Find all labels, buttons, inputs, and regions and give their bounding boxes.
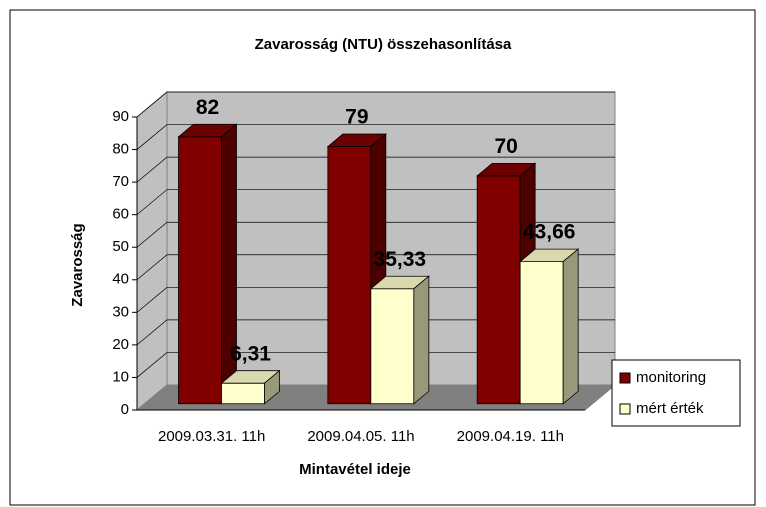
y-tick-label: 80 (112, 141, 129, 158)
value-label: 35,33 (374, 248, 427, 271)
grid-line (136, 286, 615, 313)
bar-front (327, 146, 372, 405)
y-tick-label: 60 (112, 206, 129, 223)
y-tick-label: 10 (112, 368, 129, 385)
value-label: 70 (494, 135, 517, 158)
grid-line (136, 352, 615, 378)
legend-label: monitoring (636, 369, 706, 386)
legend-box (611, 359, 741, 427)
chart-title: Zavarosság (NTU) összehasonlítása (255, 36, 512, 53)
grid-line (136, 221, 615, 248)
side-wall (136, 90, 168, 412)
y-tick-label: 70 (112, 173, 129, 190)
grid-line (136, 91, 615, 118)
y-tick-label: 30 (112, 303, 129, 320)
grid-line (136, 319, 615, 346)
x-tick-label: 2009.03.31. 11h (158, 428, 265, 445)
value-label: 79 (345, 106, 368, 129)
y-tick-label: 90 (112, 108, 129, 125)
grid-line (136, 124, 615, 150)
bar-side (264, 369, 280, 405)
x-tick-label: 2009.04.19. 11h (457, 428, 564, 445)
bar (177, 123, 238, 405)
x-axis-label: Mintavétel ideje (299, 461, 411, 478)
value-label: 6,31 (230, 342, 271, 365)
legend-swatch (619, 403, 631, 415)
y-tick-label: 50 (112, 238, 129, 255)
bar-side (413, 275, 430, 405)
value-label: 43,66 (523, 221, 576, 244)
x-tick-label: 2009.04.05. 11h (307, 428, 414, 445)
value-label: 82 (196, 96, 219, 119)
legend-swatch (619, 372, 631, 384)
bar (369, 275, 430, 405)
bar-front (221, 382, 265, 405)
bar-front (519, 261, 564, 405)
bar-front (476, 175, 521, 405)
y-tick-label: 20 (112, 336, 129, 353)
grid-line (136, 156, 615, 183)
bar-front (370, 288, 415, 405)
legend-label: mért érték (636, 400, 704, 417)
bar (519, 248, 580, 405)
y-tick-label: 0 (121, 401, 129, 418)
y-axis-label: Zavarosság (69, 223, 86, 306)
y-tick-label: 40 (112, 271, 129, 288)
grid-line (136, 254, 615, 281)
bar-front (178, 136, 222, 405)
bar (220, 369, 281, 405)
grid-line (136, 189, 615, 215)
bar-side (562, 248, 579, 405)
